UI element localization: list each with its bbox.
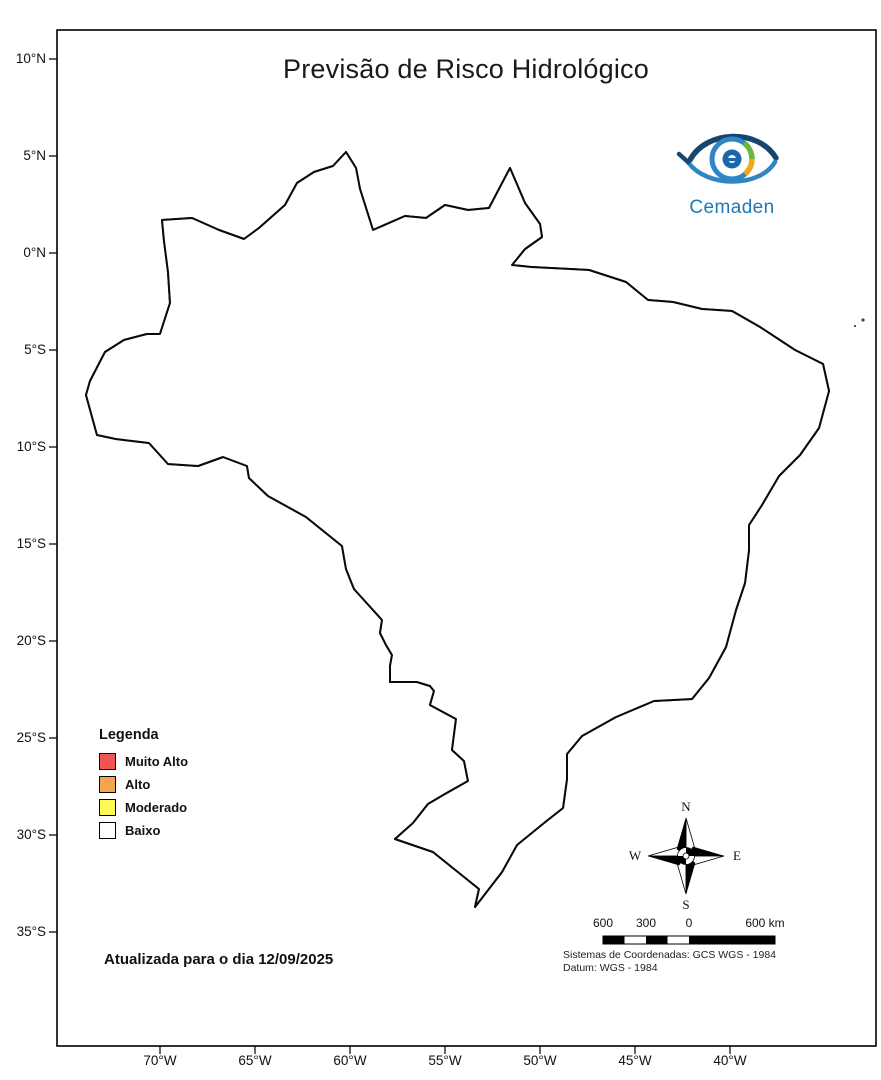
cemaden-eye-icon — [676, 133, 779, 184]
lat-axis-label: 0°N — [23, 245, 46, 260]
legend: Legenda Muito Alto Alto Moderado Baixo — [99, 727, 188, 845]
lat-axis-label: 35°S — [16, 924, 46, 939]
longitude-ticks — [159, 1046, 731, 1054]
brazil-coastline-stroke — [85, 151, 830, 908]
legend-title: Legenda — [99, 727, 159, 743]
coordinate-system-note: Sistemas de Coordenadas: GCS WGS - 1984 … — [563, 949, 776, 974]
lat-axis-label: 15°S — [16, 536, 46, 551]
legend-item-alto: Alto — [99, 776, 188, 793]
legend-swatch-baixo — [99, 822, 116, 839]
legend-label: Muito Alto — [125, 754, 189, 769]
updated-date-note: Atualizada para o dia 12/09/2025 — [104, 951, 334, 968]
legend-swatch-muito-alto — [99, 753, 116, 770]
legend-swatch-alto — [99, 776, 116, 793]
legend-label: Baixo — [125, 823, 161, 838]
legend-item-baixo: Baixo — [99, 822, 188, 839]
plot-frame — [56, 29, 877, 1047]
lat-axis-label: 30°S — [16, 827, 46, 842]
latitude-ticks — [49, 58, 57, 933]
legend-swatch-moderado — [99, 799, 116, 816]
compass-east-label: E — [733, 848, 741, 863]
lat-axis-label: 5°N — [23, 148, 46, 163]
scale-label-0: 0 — [685, 916, 693, 930]
compass-rose-icon — [647, 817, 725, 895]
legend-item-muito-alto: Muito Alto — [99, 753, 188, 770]
coordinate-system-line1: Sistemas de Coordenadas: GCS WGS - 1984 — [563, 949, 777, 961]
lat-axis-label: 10°N — [15, 51, 46, 66]
legend-label: Moderado — [125, 800, 188, 815]
cemaden-wordmark: Cemaden — [689, 197, 775, 218]
cemaden-logo: Cemaden — [672, 118, 792, 219]
lon-axis-label: 70°W — [143, 1053, 177, 1068]
lon-axis-label: 45°W — [618, 1053, 652, 1068]
legend-item-moderado: Moderado — [99, 799, 188, 816]
coordinate-system-line2: Datum: WGS - 1984 — [563, 961, 658, 974]
lat-axis-label: 20°S — [16, 633, 46, 648]
lon-axis-label: 40°W — [713, 1053, 747, 1068]
lon-axis-label: 50°W — [523, 1053, 557, 1068]
lon-axis-label: 60°W — [333, 1053, 367, 1068]
legend-label: Alto — [125, 777, 151, 792]
page-title: Previsão de Risco Hidrológico — [283, 54, 649, 84]
compass-west-label: W — [628, 848, 642, 863]
scale-label-600: 600 — [592, 916, 614, 930]
lat-axis-label: 10°S — [16, 439, 46, 454]
scale-bar — [602, 935, 776, 945]
lat-axis-label: 25°S — [16, 730, 46, 745]
lon-axis-label: 65°W — [238, 1053, 272, 1068]
lon-axis-label: 55°W — [428, 1053, 462, 1068]
scale-label-300: 300 — [635, 916, 657, 930]
scale-label-600km: 600 km — [745, 916, 785, 930]
compass-north-label: N — [681, 799, 691, 814]
lat-axis-label: 5°S — [24, 342, 46, 357]
island-marks — [853, 318, 865, 328]
compass-south-label: S — [682, 897, 690, 912]
